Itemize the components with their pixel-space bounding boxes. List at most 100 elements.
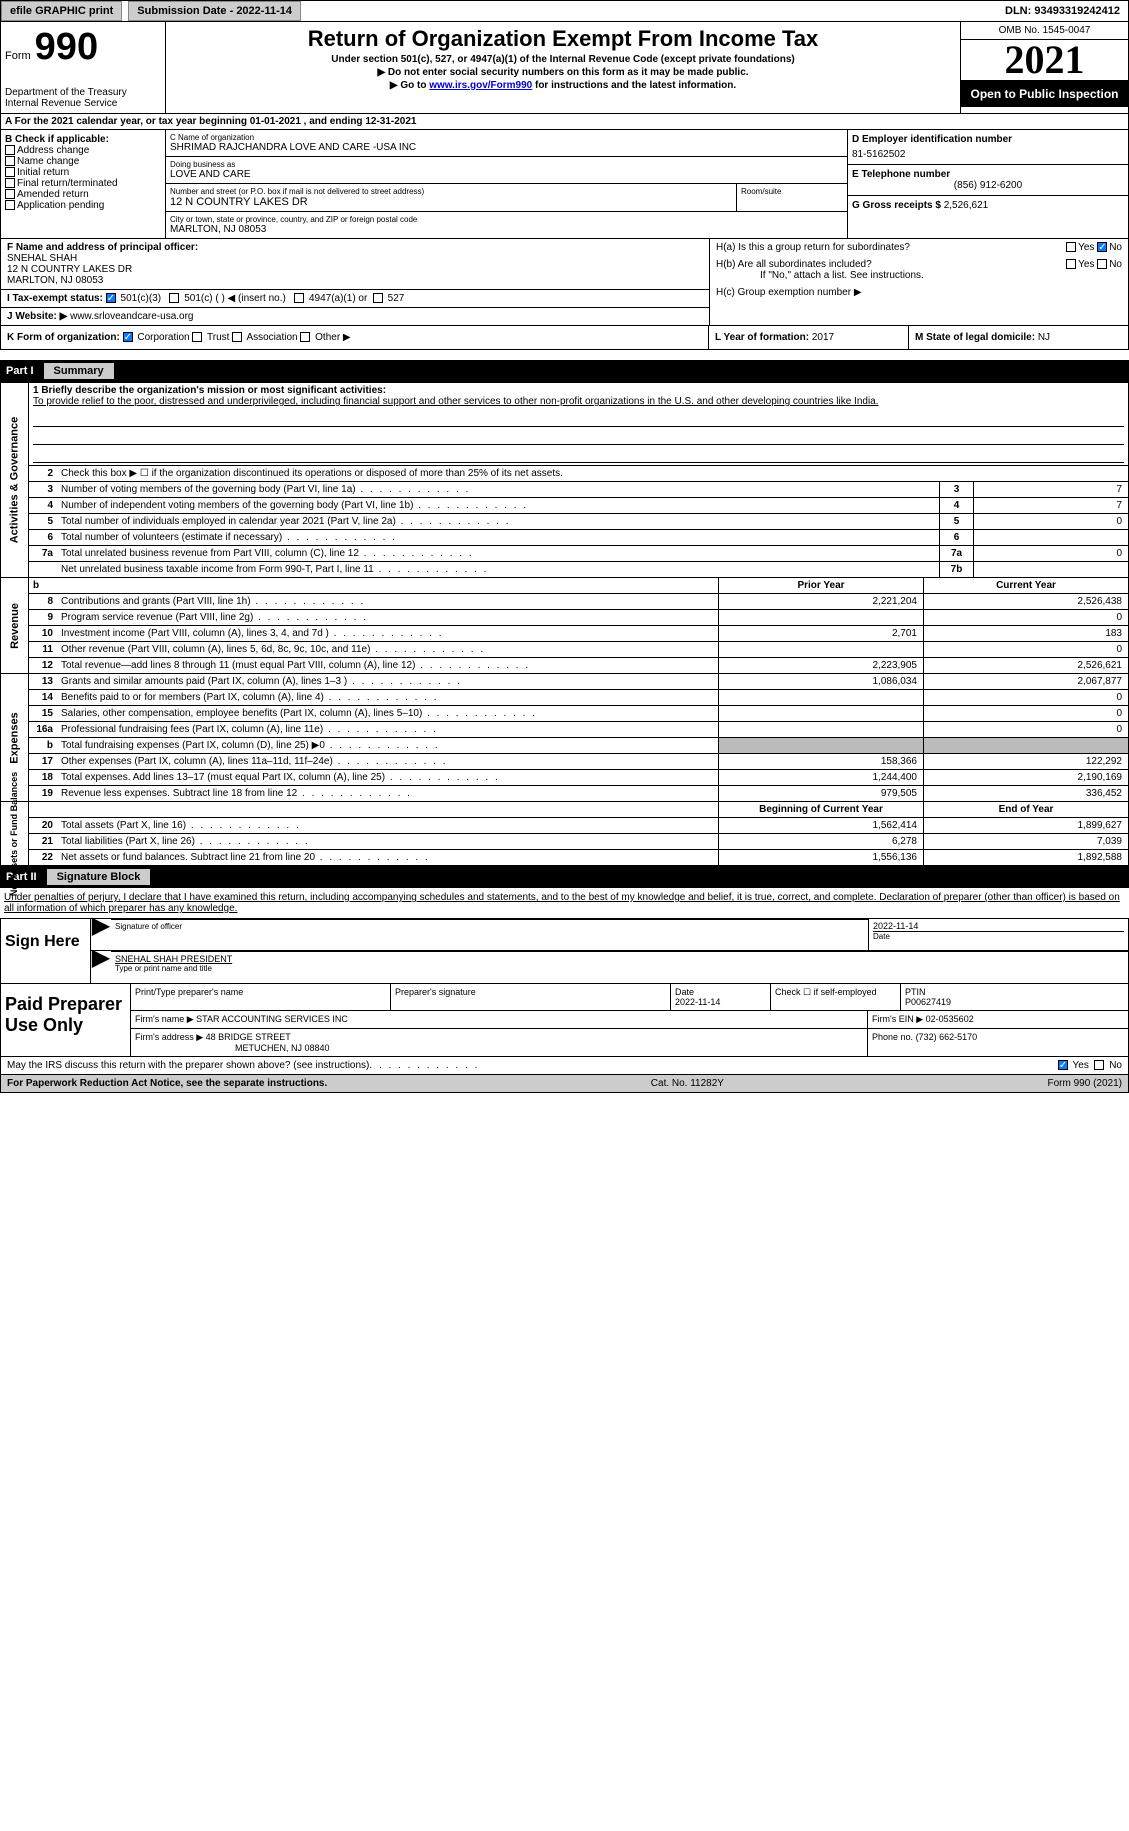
hb-no[interactable]	[1097, 259, 1107, 269]
year-formation: 2017	[812, 332, 834, 343]
f-label: F Name and address of principal officer:	[7, 242, 703, 253]
hc-row: H(c) Group exemption number ▶	[710, 284, 1128, 301]
preparer-label: Paid Preparer Use Only	[1, 984, 131, 1056]
ha-yes[interactable]	[1066, 242, 1076, 252]
checkbox-527[interactable]	[373, 293, 383, 303]
city-address: MARLTON, NJ 08053	[170, 224, 843, 235]
f-name: SNEHAL SHAH	[7, 253, 703, 264]
state-domicile: NJ	[1038, 332, 1050, 343]
checkbox-address-change[interactable]	[5, 145, 15, 155]
checkbox-final-return[interactable]	[5, 178, 15, 188]
discuss-yes[interactable]	[1058, 1060, 1068, 1070]
part2-title: Signature Block	[47, 869, 151, 885]
ha-no[interactable]	[1097, 242, 1107, 252]
table-row: 20Total assets (Part X, line 16)1,562,41…	[29, 818, 1128, 834]
sign-date-cell: 2022-11-14 Date	[868, 919, 1128, 950]
row-a-calendar: A For the 2021 calendar year, or tax yea…	[0, 114, 1129, 130]
table-row: Net unrelated business taxable income fr…	[29, 562, 1128, 577]
blank-line	[33, 429, 1124, 445]
mission-label: 1 Briefly describe the organization's mi…	[29, 383, 1128, 409]
netassets-section: Net Assets or Fund Balances Beginning of…	[0, 802, 1129, 866]
form-header: Form 990 Department of the Treasury Inte…	[0, 22, 1129, 114]
street-address: 12 N COUNTRY LAKES DR	[170, 196, 732, 208]
hb-yes[interactable]	[1066, 259, 1076, 269]
table-row: 4Number of independent voting members of…	[29, 498, 1128, 514]
table-row: 9Program service revenue (Part VIII, lin…	[29, 610, 1128, 626]
col-b-checkboxes: B Check if applicable: Address change Na…	[1, 130, 166, 238]
i-label: I Tax-exempt status:	[7, 293, 103, 304]
table-row: 7aTotal unrelated business revenue from …	[29, 546, 1128, 562]
form-title: Return of Organization Exempt From Incom…	[170, 26, 956, 52]
prep-date: 2022-11-14	[675, 997, 766, 1007]
top-bar: efile GRAPHIC print Submission Date - 20…	[0, 0, 1129, 22]
checkbox-amended[interactable]	[5, 189, 15, 199]
table-row: 10Investment income (Part VIII, column (…	[29, 626, 1128, 642]
firm-name: STAR ACCOUNTING SERVICES INC	[196, 1014, 348, 1024]
ein-label: D Employer identification number	[852, 134, 1124, 145]
catalog-number: Cat. No. 11282Y	[651, 1078, 724, 1089]
submission-date-button[interactable]: Submission Date - 2022-11-14	[128, 1, 301, 21]
row-k-org-form: K Form of organization: Corporation Trus…	[0, 326, 1129, 350]
ha-row: H(a) Is this a group return for subordin…	[710, 239, 1128, 256]
part1-title: Summary	[44, 363, 114, 379]
dba-name: LOVE AND CARE	[170, 169, 843, 180]
table-row: 6Total number of volunteers (estimate if…	[29, 530, 1128, 546]
checkbox-4947[interactable]	[294, 293, 304, 303]
checkbox-assoc[interactable]	[232, 332, 242, 342]
city-label: City or town, state or province, country…	[170, 215, 843, 224]
rev-header: b Prior Year Current Year	[29, 578, 1128, 594]
row-i-status: I Tax-exempt status: 501(c)(3) 501(c) ( …	[1, 290, 709, 308]
table-row: 16aProfessional fundraising fees (Part I…	[29, 722, 1128, 738]
table-row: 5Total number of individuals employed in…	[29, 514, 1128, 530]
table-row: 18Total expenses. Add lines 13–17 (must …	[29, 770, 1128, 786]
sign-block: Sign Here ▶ Signature of officer 2022-11…	[0, 918, 1129, 984]
checkbox-501c[interactable]	[169, 293, 179, 303]
current-year-header: Current Year	[923, 578, 1128, 593]
checkbox-other[interactable]	[300, 332, 310, 342]
row-fhij: F Name and address of principal officer:…	[0, 239, 1129, 326]
checkbox-trust[interactable]	[192, 332, 202, 342]
table-row: 19Revenue less expenses. Subtract line 1…	[29, 786, 1128, 801]
line-2-text: Check this box ▶ ☐ if the organization d…	[57, 466, 1128, 481]
sign-arrow-icon: ▶	[91, 951, 111, 983]
discuss-row: May the IRS discuss this return with the…	[0, 1057, 1129, 1075]
revenue-section: Revenue b Prior Year Current Year 8Contr…	[0, 578, 1129, 674]
blank-line	[33, 447, 1124, 463]
self-employed-check[interactable]: Check ☐ if self-employed	[771, 984, 901, 1010]
activities-section: Activities & Governance 1 Briefly descri…	[0, 382, 1129, 578]
checkbox-application-pending[interactable]	[5, 200, 15, 210]
street-label: Number and street (or P.O. box if mail i…	[170, 187, 732, 196]
part1-header: Part I Summary	[0, 360, 1129, 382]
table-row: 3Number of voting members of the governi…	[29, 482, 1128, 498]
part2-header: Part II Signature Block	[0, 866, 1129, 888]
checkbox-501c3[interactable]	[106, 293, 116, 303]
checkbox-name-change[interactable]	[5, 156, 15, 166]
irs-link[interactable]: www.irs.gov/Form990	[429, 80, 532, 91]
checkbox-corp[interactable]	[123, 332, 133, 342]
j-label: J Website: ▶	[7, 311, 67, 322]
officer-name: SNEHAL SHAH PRESIDENT Type or print name…	[111, 951, 1128, 983]
col-d-identifiers: D Employer identification number 81-5162…	[848, 130, 1128, 238]
dln-text: DLN: 93493319242412	[997, 2, 1128, 20]
preparer-block: Paid Preparer Use Only Print/Type prepar…	[0, 984, 1129, 1057]
paperwork-notice: For Paperwork Reduction Act Notice, see …	[7, 1078, 327, 1089]
instruction-1: ▶ Do not enter social security numbers o…	[170, 67, 956, 78]
dba-label: Doing business as	[170, 160, 843, 169]
header-left: Form 990 Department of the Treasury Inte…	[1, 22, 166, 113]
footer-final: For Paperwork Reduction Act Notice, see …	[0, 1075, 1129, 1093]
form-number: 990	[35, 26, 98, 69]
firm-city: METUCHEN, NJ 08840	[235, 1043, 863, 1053]
checkbox-initial-return[interactable]	[5, 167, 15, 177]
table-row: 8Contributions and grants (Part VIII, li…	[29, 594, 1128, 610]
phone-label: E Telephone number	[852, 169, 1124, 180]
discuss-no[interactable]	[1094, 1060, 1104, 1070]
form-subtitle: Under section 501(c), 527, or 4947(a)(1)…	[170, 54, 956, 65]
form-label: Form	[5, 50, 31, 62]
col-fi: F Name and address of principal officer:…	[1, 239, 710, 325]
col-h-group: H(a) Is this a group return for subordin…	[710, 239, 1128, 325]
efile-print-button[interactable]: efile GRAPHIC print	[1, 1, 122, 21]
k-left: K Form of organization: Corporation Trus…	[1, 326, 708, 349]
table-row: 14Benefits paid to or for members (Part …	[29, 690, 1128, 706]
tax-year: 2021	[961, 40, 1128, 81]
table-row: 17Other expenses (Part IX, column (A), l…	[29, 754, 1128, 770]
